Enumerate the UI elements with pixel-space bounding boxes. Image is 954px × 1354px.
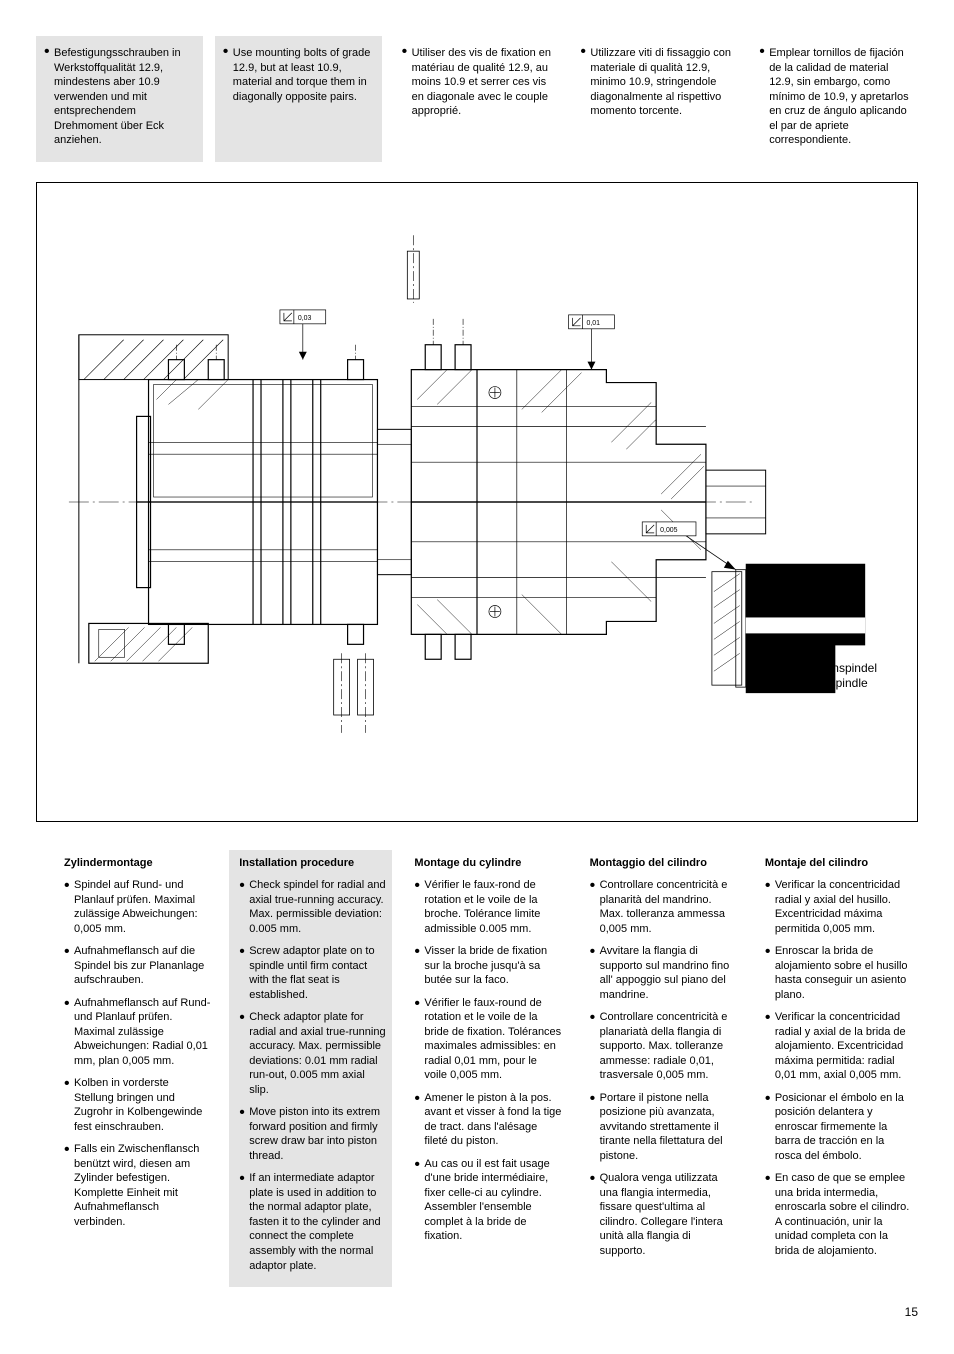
top-text-de: Befestigungsschrauben in Werkstoffqualit…	[54, 47, 181, 146]
list-item: Aufnahmeflansch auf die Spindel bis zur …	[64, 944, 211, 988]
list-item: Portare il pistone nella posizione più a…	[590, 1091, 737, 1164]
top-text-fr: Utiliser des vis de fixation en matériau…	[412, 47, 551, 117]
list-item: Controllare concentricità e planarità de…	[590, 878, 737, 936]
diagram-frame: 0,03 0,01 0,005 Maschinenspi	[36, 182, 918, 822]
spindle-label-de: Maschinenspindel	[781, 661, 877, 677]
tolerance-top-left: 0,03	[298, 314, 312, 321]
list-item: Spindel auf Rund- und Planlauf prüfen. M…	[64, 878, 211, 936]
list-item: Au cas ou il est fait usage d'une bride …	[414, 1157, 561, 1244]
list-item: Controllare concentricità e planariatà d…	[590, 1010, 737, 1083]
list-item: Move piston into its extrem forward posi…	[239, 1105, 386, 1163]
top-col-fr: •Utiliser des vis de fixation en matéria…	[394, 36, 561, 162]
list-item: Qualora venga utilizzata una flangia int…	[590, 1171, 737, 1258]
instructions-col-1: Installation procedure Check spindel for …	[229, 850, 392, 1287]
instructions-heading: Montaggio del cilindro	[590, 856, 737, 871]
list-item: Posicionar el émbolo en la posición dela…	[765, 1091, 912, 1164]
top-col-en: •Use mounting bolts of grade 12.9, but a…	[215, 36, 382, 162]
technical-diagram: 0,03 0,01 0,005	[49, 195, 905, 809]
list-item: Screw adaptor plate on to spindle until …	[239, 944, 386, 1002]
list-item: Visser la bride de fixation sur la broch…	[414, 944, 561, 988]
spindle-label: Maschinenspindel machine spindle	[781, 661, 877, 692]
list-item: Avvitare la flangia di supporto sul mand…	[590, 944, 737, 1002]
top-text-it: Utilizzare viti di fissaggio con materia…	[590, 47, 731, 117]
list-item: Vérifier le faux-rond de rotation et le …	[414, 878, 561, 936]
spindle-label-en: machine spindle	[781, 676, 877, 692]
top-text-en: Use mounting bolts of grade 12.9, but at…	[233, 47, 371, 103]
list-item: En caso de que se emplee una brida inter…	[765, 1171, 912, 1258]
instructions-col-0: Zylindermontage Spindel auf Rund- und Pla…	[36, 850, 217, 1287]
list-item: Verificar la concentricidad radial y axi…	[765, 878, 912, 936]
instructions-heading: Montage du cylindre	[414, 856, 561, 871]
list-item: Enroscar la brida de alojamiento sobre e…	[765, 944, 912, 1002]
instructions-list: Spindel auf Rund- und Planlauf prüfen. M…	[64, 878, 211, 1229]
list-item: Aufnahmeflansch auf Rund- und Planlauf p…	[64, 996, 211, 1069]
tolerance-mid: 0,005	[660, 526, 678, 533]
list-item: Amener le piston à la pos. avant et viss…	[414, 1091, 561, 1149]
top-col-es: •Emplear tornillos de fijación de la cal…	[751, 36, 918, 162]
instructions-col-2: Montage du cylindre Vérifier le faux-rond…	[404, 850, 567, 1287]
list-item: If an intermediate adaptor plate is used…	[239, 1171, 386, 1273]
instructions-col-4: Montaje del cilindro Verificar la concent…	[755, 850, 918, 1287]
list-item: Check spindel for radial and axial true-…	[239, 878, 386, 936]
list-item: Falls ein Zwischenflansch benützt wird, …	[64, 1142, 211, 1229]
page: •Befestigungsschrauben in Werkstoffquali…	[0, 0, 954, 1339]
page-number: 15	[36, 1305, 918, 1319]
instructions-list: Vérifier le faux-rond de rotation et le …	[414, 878, 561, 1244]
top-col-de: •Befestigungsschrauben in Werkstoffquali…	[36, 36, 203, 162]
instructions-heading: Montaje del cilindro	[765, 856, 912, 871]
instructions-list: Verificar la concentricidad radial y axi…	[765, 878, 912, 1258]
instructions-list: Check spindel for radial and axial true-…	[239, 878, 386, 1273]
top-col-it: •Utilizzare viti di fissaggio con materi…	[572, 36, 739, 162]
list-item: Verificar la concentricidad radial y axi…	[765, 1010, 912, 1083]
instructions-heading: Installation procedure	[239, 856, 386, 871]
list-item: Vérifier le faux-round de rotation et le…	[414, 996, 561, 1083]
list-item: Check adaptor plate for radial and axial…	[239, 1010, 386, 1097]
list-item: Kolben in vorderste Stellung bringen und…	[64, 1076, 211, 1134]
top-text-es: Emplear tornillos de fijación de la cali…	[769, 47, 908, 146]
tolerance-top-right: 0,01	[586, 319, 600, 326]
instructions-row: Zylindermontage Spindel auf Rund- und Pla…	[36, 850, 918, 1287]
instructions-col-3: Montaggio del cilindro Controllare concen…	[580, 850, 743, 1287]
instructions-heading: Zylindermontage	[64, 856, 211, 871]
instructions-list: Controllare concentricità e planarità de…	[590, 878, 737, 1258]
top-notes-row: •Befestigungsschrauben in Werkstoffquali…	[36, 36, 918, 162]
